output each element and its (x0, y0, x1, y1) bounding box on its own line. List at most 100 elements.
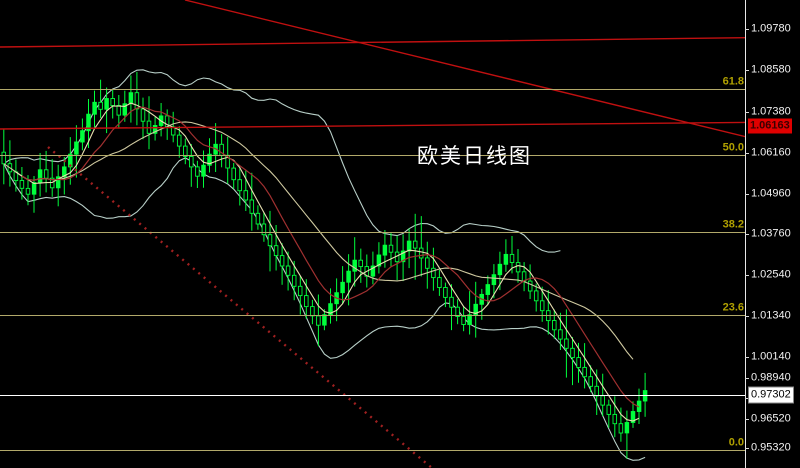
candle (449, 284, 454, 331)
resistance-mid (0, 121, 745, 130)
chart-title: 欧美日线图 (417, 144, 532, 168)
candle (37, 153, 43, 197)
candle (612, 396, 618, 438)
candle (431, 247, 436, 291)
candle (606, 399, 612, 428)
candle (310, 299, 315, 325)
candle (443, 282, 448, 308)
current-price-tag: 1.06163 (748, 118, 792, 134)
fib-level-line (0, 232, 745, 233)
axis-tick-label: 1.00140 (751, 350, 791, 363)
candle (418, 216, 424, 277)
candle (461, 306, 466, 332)
candle (437, 269, 442, 296)
candle (455, 299, 460, 325)
candle (55, 164, 61, 207)
axis-tick-label: 0.96520 (751, 412, 791, 425)
candle (582, 343, 587, 389)
candle (176, 126, 182, 158)
resistance-down-solid (184, 0, 745, 138)
candle (358, 248, 363, 283)
candle (86, 99, 91, 148)
candle (243, 170, 249, 211)
candle (219, 134, 224, 168)
candle (249, 172, 255, 231)
candle (316, 294, 321, 347)
fib-level-line (0, 155, 745, 156)
axis-tick (745, 378, 749, 379)
candle (31, 176, 37, 213)
candle (146, 96, 152, 150)
candle (425, 241, 430, 289)
axis-tick (745, 357, 749, 358)
candle (201, 150, 206, 188)
candle (352, 237, 357, 287)
axis-tick (745, 398, 749, 399)
candle (116, 95, 122, 129)
candle (406, 228, 412, 269)
candle (80, 118, 85, 151)
axis-tick (745, 448, 749, 449)
candle (340, 266, 345, 305)
candle (49, 159, 55, 197)
candle (624, 410, 630, 459)
candle (267, 210, 273, 272)
candle (630, 401, 636, 428)
candle (503, 239, 509, 272)
resistance-flat (0, 36, 745, 48)
candle (285, 251, 291, 291)
axis-tick (745, 419, 749, 420)
chart-canvas (0, 0, 745, 468)
axis-tick (745, 316, 749, 317)
candle (291, 260, 297, 301)
candle (322, 309, 327, 331)
candle (412, 213, 418, 280)
candle (19, 167, 25, 200)
candle (7, 140, 13, 187)
fib-level-label: 50.0 (722, 141, 744, 154)
candle (570, 337, 575, 386)
axis-tick-label: 1.08580 (751, 63, 791, 76)
candle (297, 275, 303, 315)
fib-level-label: 0.0 (728, 436, 744, 449)
axis-tick-label: 1.07380 (751, 105, 791, 118)
fib-level-label: 61.8 (722, 75, 744, 88)
last-price-tag: 0.97302 (748, 386, 794, 404)
fib-level-label: 38.2 (722, 218, 744, 231)
candle (128, 75, 134, 123)
candle (140, 97, 146, 140)
axis-tick-label: 1.04960 (751, 187, 791, 200)
fib-level-line (0, 315, 745, 316)
last-price-line (0, 395, 745, 396)
axis-tick (745, 112, 749, 113)
candle (231, 162, 236, 189)
candle (473, 281, 478, 338)
candle (92, 90, 97, 129)
fib-level-label: 23.6 (722, 301, 744, 314)
candle (400, 234, 406, 282)
candle (394, 235, 400, 281)
candle (485, 275, 491, 306)
axis-tick-label: 1.02540 (751, 268, 791, 281)
axis-tick (745, 29, 749, 30)
fib-level-line (0, 450, 745, 451)
candle (467, 291, 472, 335)
candle (618, 407, 624, 442)
axis-tick-label: 1.09780 (751, 22, 791, 35)
ma-slow-line (21, 106, 640, 408)
candle (346, 254, 351, 306)
candle (134, 71, 140, 126)
chart-plot-area[interactable] (0, 0, 745, 468)
candle (189, 144, 194, 187)
ma-fast-line (15, 102, 640, 422)
candle (376, 242, 382, 274)
candle (509, 236, 515, 274)
candle (110, 89, 115, 119)
candle (74, 125, 79, 178)
candle (261, 212, 267, 242)
candle (43, 150, 49, 193)
candlestick-series (1, 71, 648, 459)
candle (558, 312, 563, 350)
candle (388, 232, 394, 267)
candle (183, 138, 188, 165)
